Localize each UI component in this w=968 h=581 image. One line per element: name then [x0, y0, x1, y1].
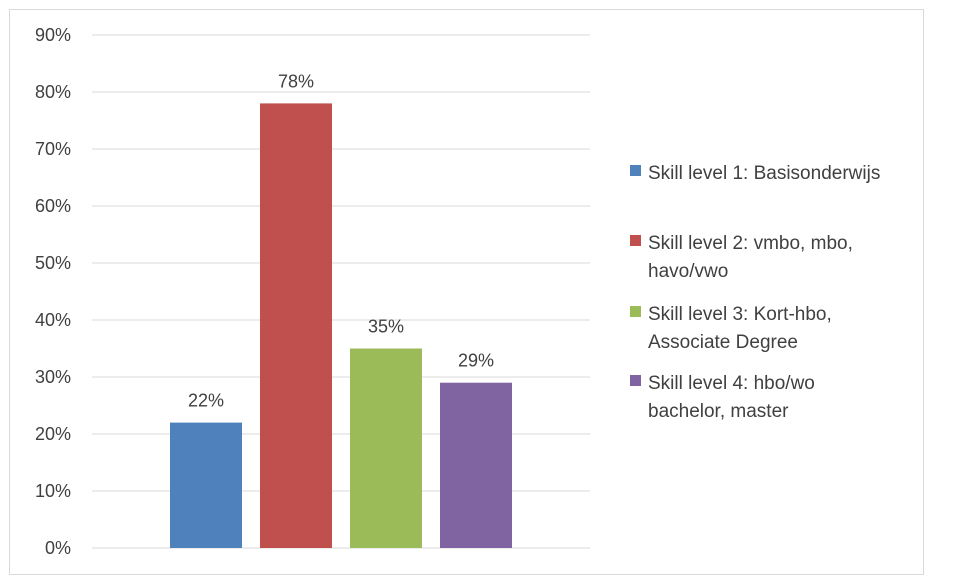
legend-item-skill-level-1: Skill level 1: Basisonderwijs	[630, 163, 880, 184]
bars	[170, 103, 512, 549]
data-label-skill-level-4: 29%	[458, 351, 494, 371]
data-label-skill-level-2: 78%	[278, 71, 314, 91]
bar-skill-level-2	[260, 103, 332, 549]
legend-label: Associate Degree	[648, 332, 798, 353]
y-tick-label: 10%	[35, 481, 71, 501]
legend-item-skill-level-3: Skill level 3: Kort-hbo, Associate Degree	[630, 304, 832, 353]
y-tick-label: 0%	[45, 538, 71, 558]
y-tick-label: 40%	[35, 310, 71, 330]
data-label-skill-level-1: 22%	[188, 391, 224, 411]
legend-label: Skill level 4: hbo/wo	[648, 373, 815, 394]
legend-swatch	[630, 235, 641, 246]
legend: Skill level 1: Basisonderwijs Skill level…	[630, 163, 880, 422]
legend-swatch	[630, 165, 641, 176]
y-tick-label: 60%	[35, 196, 71, 216]
legend-label: havo/vwo	[648, 261, 728, 282]
bar-skill-level-1	[170, 422, 242, 548]
legend-swatch	[630, 375, 641, 386]
y-tick-label: 80%	[35, 82, 71, 102]
y-tick-label: 70%	[35, 139, 71, 159]
legend-label: Skill level 1: Basisonderwijs	[648, 163, 880, 184]
bar-skill-level-4	[440, 382, 512, 548]
gridlines	[92, 34, 590, 549]
legend-item-skill-level-4: Skill level 4: hbo/wo bachelor, master	[630, 373, 815, 422]
legend-label: Skill level 3: Kort-hbo,	[648, 304, 832, 325]
legend-item-skill-level-2: Skill level 2: vmbo, mbo, havo/vwo	[630, 233, 853, 282]
data-labels: 22% 78% 35% 29%	[188, 71, 494, 410]
y-tick-label: 50%	[35, 253, 71, 273]
legend-label: bachelor, master	[648, 401, 789, 422]
legend-swatch	[630, 306, 641, 317]
y-tick-label: 20%	[35, 424, 71, 444]
y-tick-label: 30%	[35, 367, 71, 387]
data-label-skill-level-3: 35%	[368, 317, 404, 337]
bar-skill-level-3	[350, 348, 422, 548]
legend-label: Skill level 2: vmbo, mbo,	[648, 233, 853, 254]
y-tick-label: 90%	[35, 25, 71, 45]
y-axis-ticks: 0% 10% 20% 30% 40% 50% 60% 70% 80% 90%	[35, 25, 71, 558]
